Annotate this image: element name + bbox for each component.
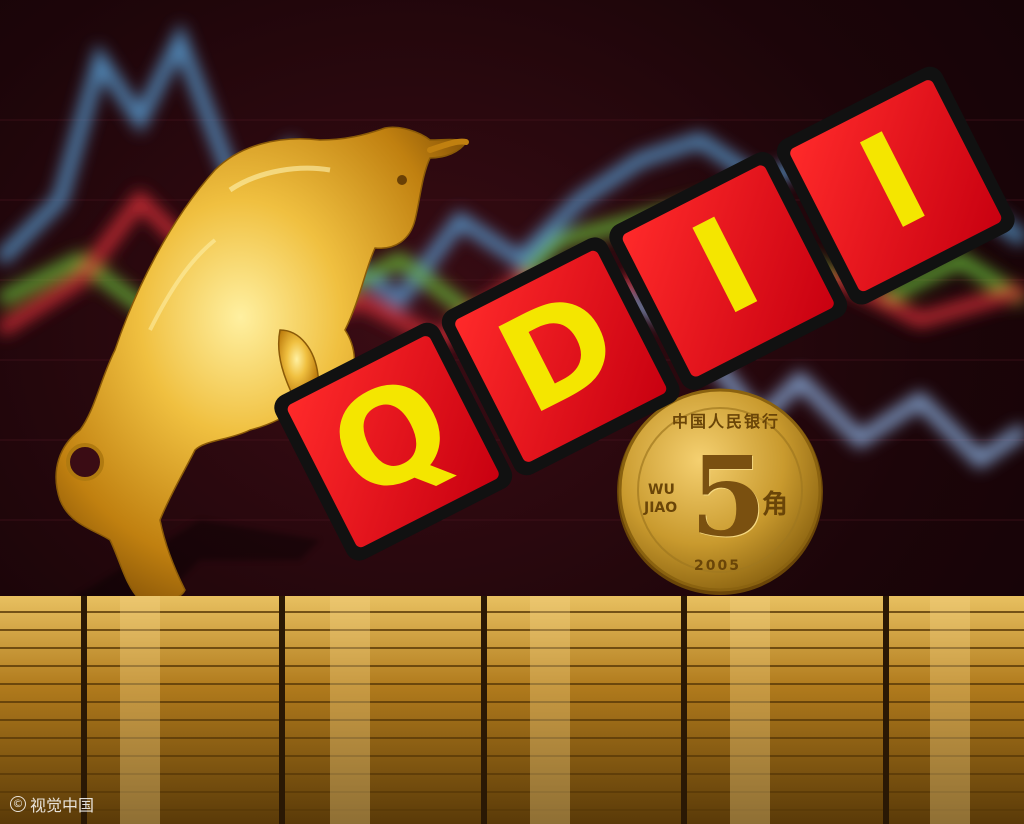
watermark-text: 视觉中国 [30, 792, 94, 816]
copyright-icon: © [10, 796, 26, 812]
watermark: © 视觉中国 [10, 792, 94, 816]
